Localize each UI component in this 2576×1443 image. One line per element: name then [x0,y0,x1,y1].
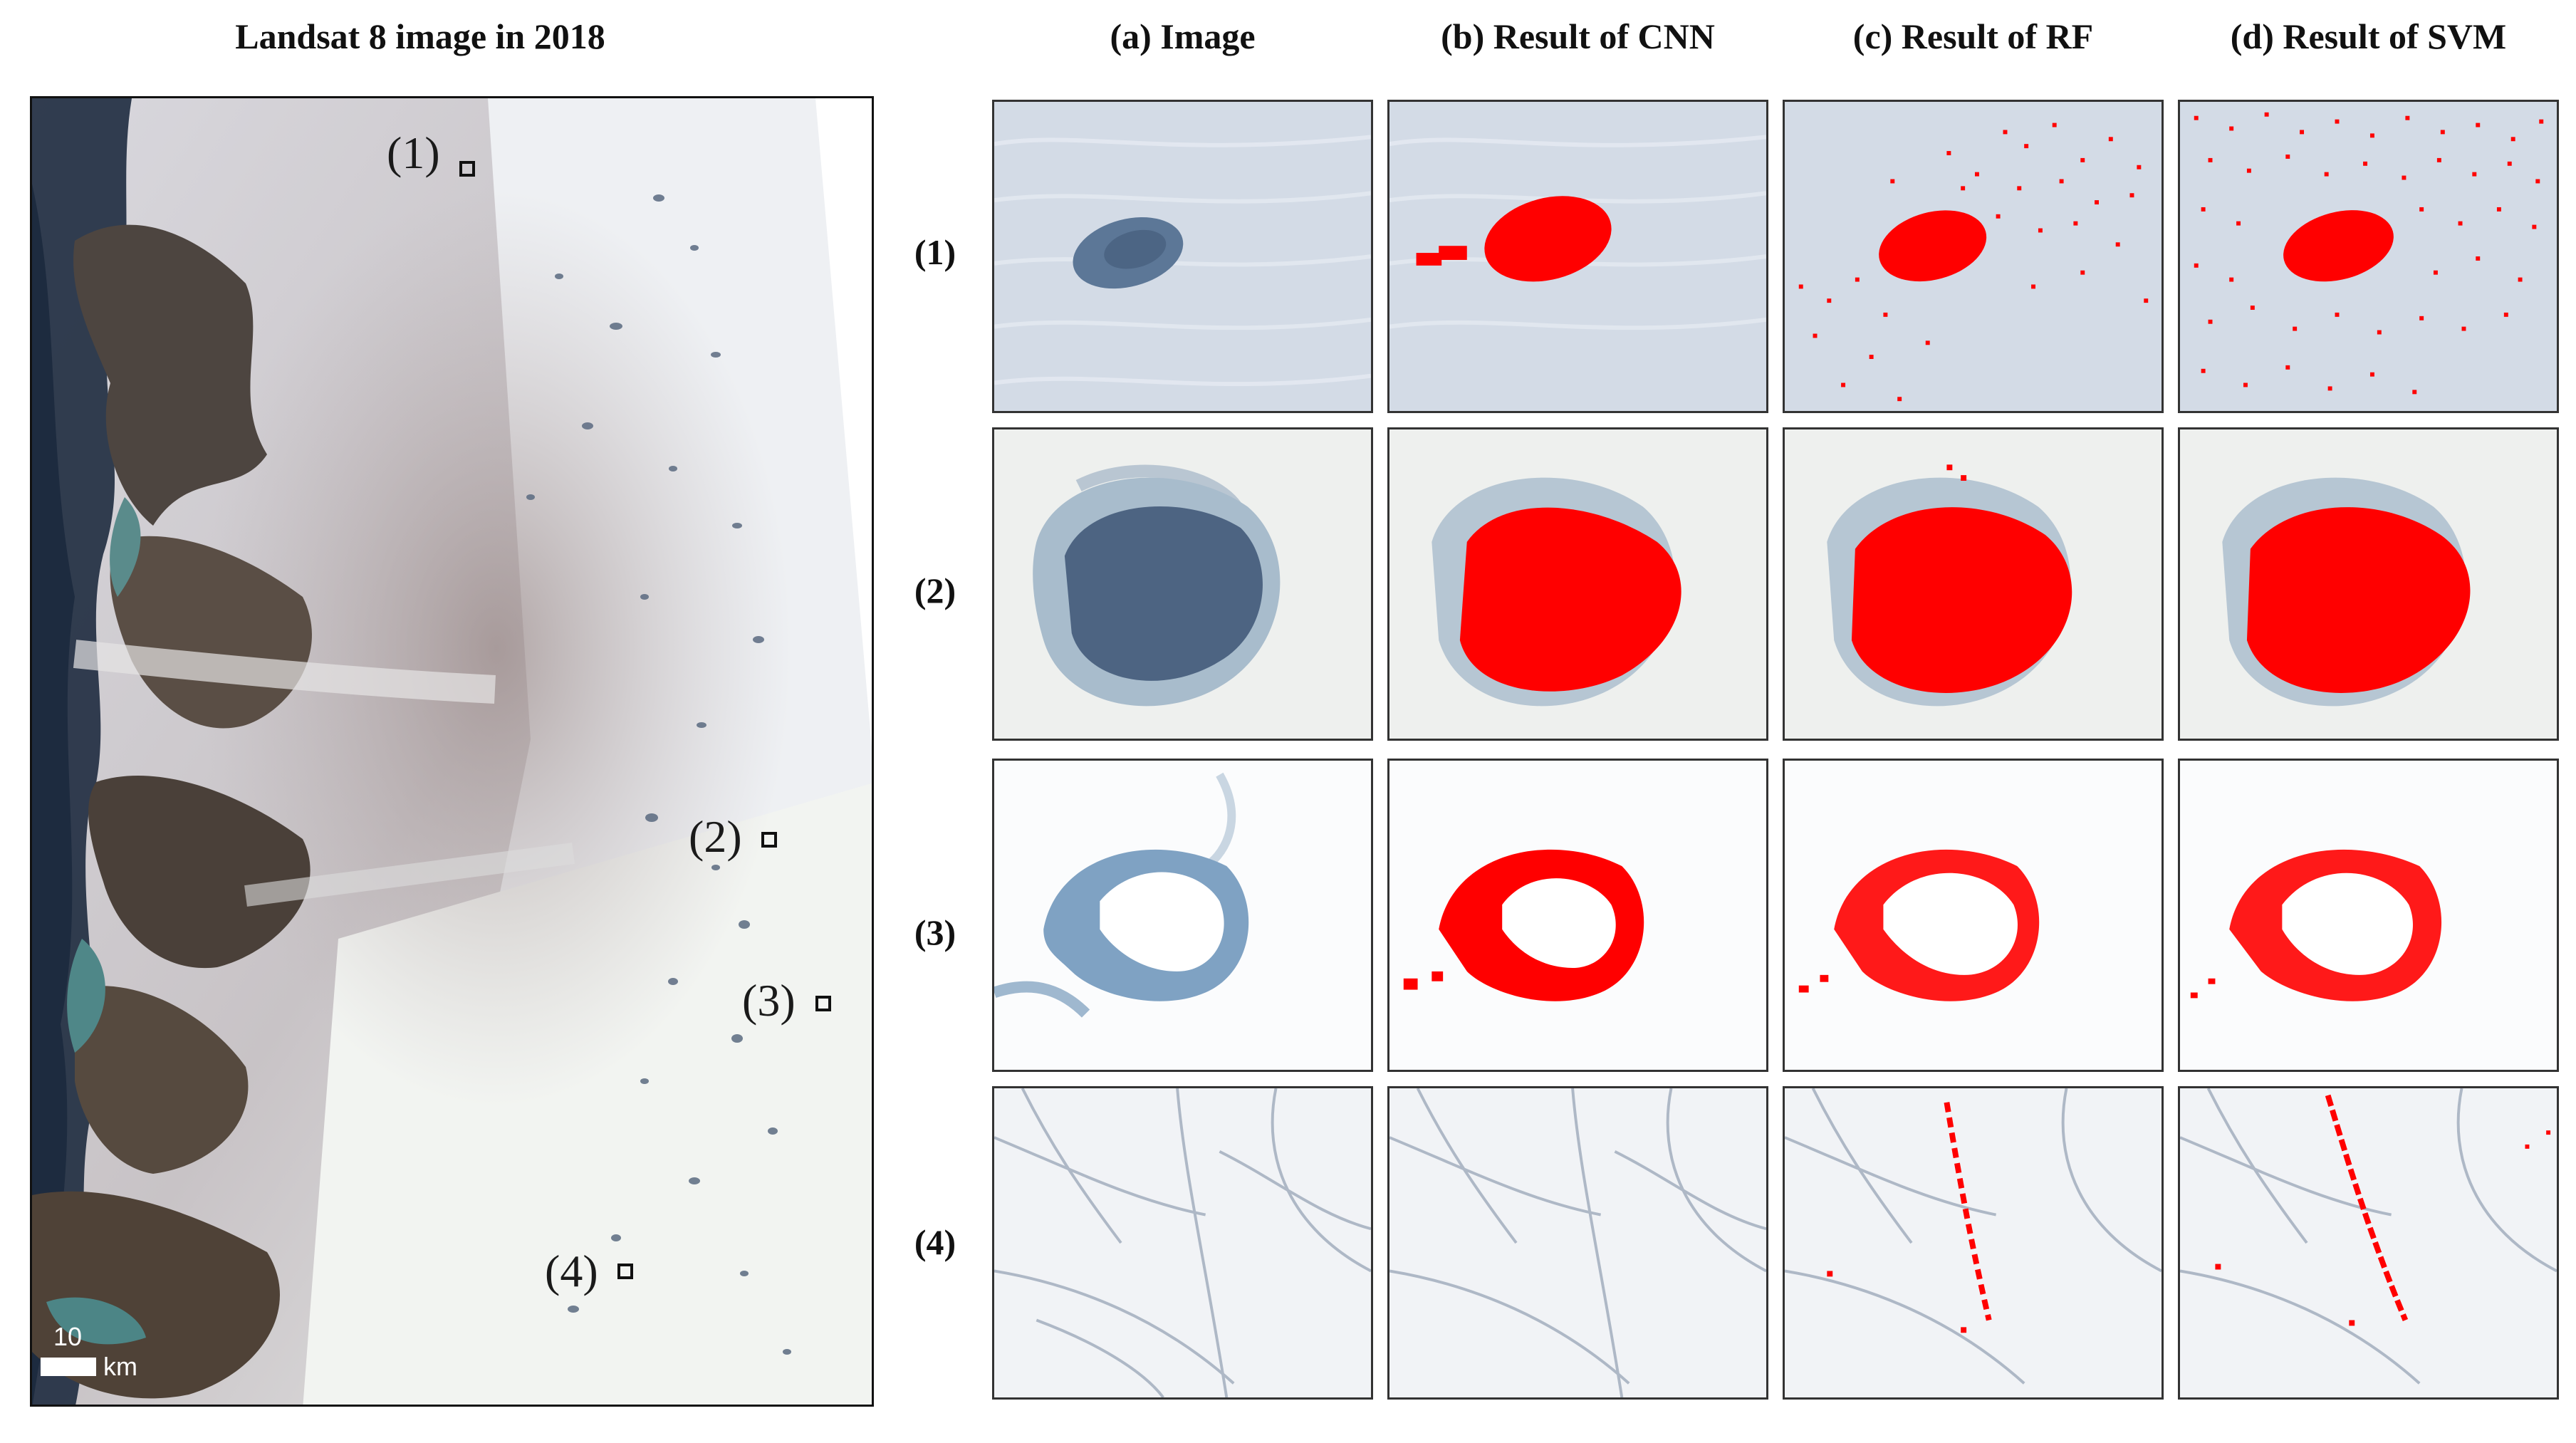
panel-row2-svm [2178,427,2559,741]
column-title-cnn: (b) Result of CNN [1441,16,1715,56]
panel-row1-svm [2178,100,2559,413]
site-marker-3 [815,996,831,1011]
row-label-4: (4) [914,1222,956,1262]
panel-row4-cnn [1387,1086,1768,1400]
site-label-2: (2) [689,811,742,862]
row-label-1: (1) [914,232,956,272]
site-marker-1 [459,161,475,177]
panel-row3-svm [2178,759,2559,1072]
panel-row4-svm [2178,1086,2559,1400]
panel-row2-image [992,427,1373,741]
row-label-2: (2) [914,571,956,610]
site-label-4: (4) [545,1246,598,1296]
row-label-3: (3) [914,912,956,952]
panel-row2-cnn [1387,427,1768,741]
landsat-overview-map: (1) (2) (3) (4) 10 km [30,96,874,1407]
panel-row2-rf [1783,427,2164,741]
panel-row3-image [992,759,1373,1072]
panel-row3-rf [1783,759,2164,1072]
panel-row3-cnn [1387,759,1768,1072]
panel-row1-image [992,100,1373,413]
panel-row4-image [992,1086,1373,1400]
landsat-scene [32,98,872,1405]
site-label-3: (3) [742,975,796,1026]
site-marker-4 [617,1264,633,1279]
column-title-svm: (d) Result of SVM [2230,16,2507,56]
panel-row4-rf [1783,1086,2164,1400]
scale-bar-value: 10 [53,1322,83,1351]
column-title-image: (a) Image [1110,16,1256,56]
panel-row1-rf [1783,100,2164,413]
column-title-rf: (c) Result of RF [1852,16,2094,56]
scale-bar [41,1358,96,1376]
map-title: Landsat 8 image in 2018 [235,16,605,56]
scale-bar-unit: km [103,1352,137,1381]
site-label-1: (1) [387,127,440,178]
site-marker-2 [761,832,777,848]
panel-row1-cnn [1387,100,1768,413]
